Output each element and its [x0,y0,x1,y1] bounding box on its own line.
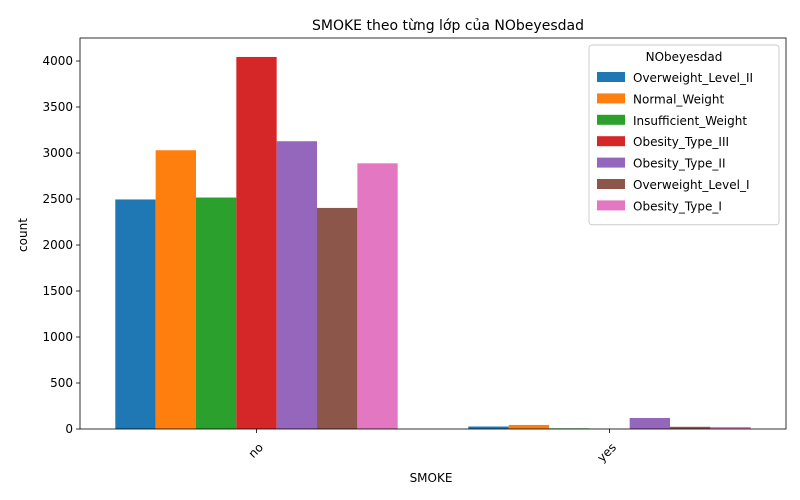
x-tick-label-yes: yes [594,440,619,465]
legend-swatch-overweight-level-ii [597,72,625,82]
legend-label-obesity-type-iii: Obesity_Type_III [633,135,729,149]
bar-overweight-level-i-yes [670,426,711,429]
bar-obesity-type-ii-no [276,141,318,429]
y-tick-label-2000: 2000 [42,238,73,252]
bar-obesity-type-i-yes [710,426,751,429]
legend-label-obesity-type-i: Obesity_Type_I [633,199,722,213]
bar-normal-weight-yes [508,424,549,429]
legend: NObeyesdad Overweight_Level_II Normal_Weig… [588,44,780,226]
legend-label-obesity-type-ii: Obesity_Type_II [633,157,725,171]
bar-insufficient-weight-no [195,197,237,429]
y-tick-label-3000: 3000 [42,146,73,160]
y-tick-label-0: 0 [65,422,73,436]
y-tick-label-2500: 2500 [42,192,73,206]
legend-label-normal-weight: Normal_Weight [633,92,725,106]
legend-swatch-normal-weight [597,93,625,104]
bar-obesity-type-i-no [357,163,398,429]
legend-swatch-obesity-type-i [597,200,625,211]
legend-label-insufficient-weight: Insufficient_Weight [633,114,747,128]
y-tick-label-4000: 4000 [42,54,73,68]
legend-swatch-obesity-type-ii [597,157,625,168]
chart-title: SMOKE theo từng lớp của NObeyesdad [312,18,584,34]
axes-layer: no yes 0 500 1000 1500 2000 2500 3000 3500 4000 [42,37,787,465]
y-tick-label-3500: 3500 [42,100,73,114]
bar-obesity-type-iii-no [236,56,277,430]
legend-title: NObeyesdad [646,50,723,64]
x-axis-label: SMOKE [410,471,453,485]
bar-obesity-type-ii-yes [629,417,671,429]
bar-overweight-level-ii-no [115,199,156,429]
legend-swatch-insufficient-weight [597,114,625,125]
y-tick-label-1000: 1000 [42,330,73,344]
y-tick-label-500: 500 [50,376,73,390]
bars-layer [115,56,751,430]
y-axis-label: count [16,218,30,252]
plot-frame [79,37,787,430]
bar-normal-weight-no [155,150,196,430]
bar-overweight-level-ii-yes [468,426,509,429]
legend-swatch-overweight-level-i [597,179,625,189]
legend-label-overweight-level-i: Overweight_Level_I [633,178,750,192]
legend-box [588,44,780,226]
legend-label-overweight-level-ii: Overweight_Level_II [633,71,753,85]
y-tick-label-1500: 1500 [42,284,73,298]
legend-swatch-obesity-type-iii [597,136,625,147]
bar-overweight-level-i-no [317,207,358,429]
x-tick-label-no: no [246,440,266,460]
